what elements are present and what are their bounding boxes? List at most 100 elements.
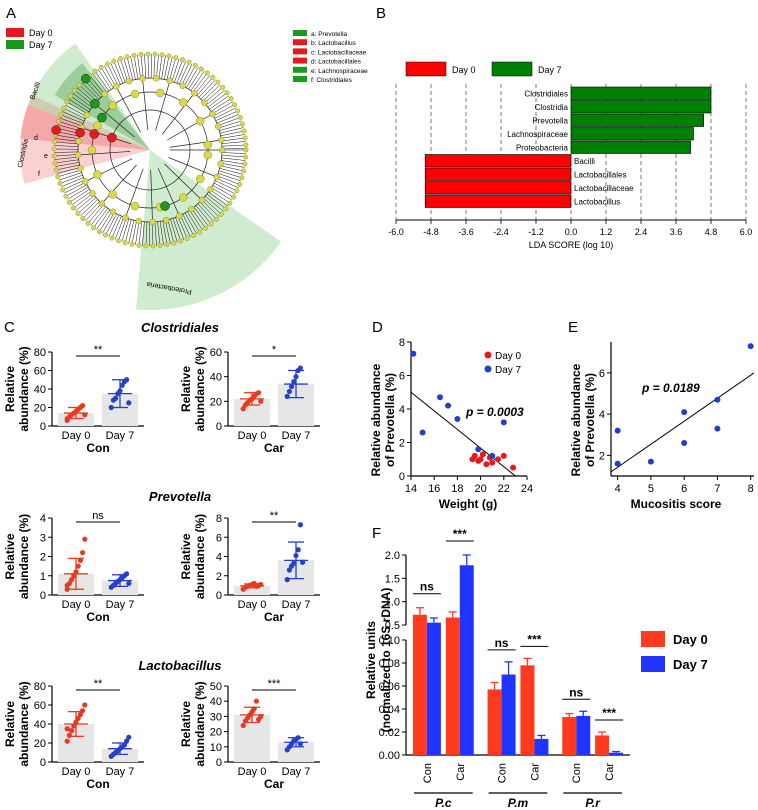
data-point bbox=[64, 417, 70, 424]
leaf-node bbox=[234, 188, 240, 194]
genus-node bbox=[135, 217, 142, 225]
data-point bbox=[258, 581, 264, 588]
dot-plot-ytick-label: 0 bbox=[40, 421, 46, 433]
mean-bar bbox=[234, 585, 270, 595]
dot-plot-ytick-label: 0 bbox=[216, 757, 222, 769]
inner-branch bbox=[125, 168, 144, 218]
data-point bbox=[126, 580, 132, 587]
leaf-branch bbox=[68, 98, 90, 112]
genus-node bbox=[89, 190, 96, 197]
dot-plot-ylabel-2: abundance (%) bbox=[193, 681, 207, 766]
leaf-node bbox=[75, 211, 81, 216]
biomarker-node bbox=[90, 98, 100, 109]
leaf-node bbox=[203, 225, 209, 231]
data-point bbox=[77, 557, 83, 563]
data-point bbox=[69, 577, 75, 583]
dot-plot-ylabel-2: abundance (%) bbox=[17, 514, 31, 599]
d-p-value: p = 0.0003 bbox=[465, 405, 524, 419]
data-point bbox=[73, 719, 79, 725]
inner-branch bbox=[150, 169, 153, 222]
leaf-branch bbox=[195, 205, 212, 225]
dot-plot-ytick-label: 4 bbox=[40, 513, 46, 525]
leaf-node bbox=[52, 160, 58, 166]
leaf-branch bbox=[144, 54, 147, 79]
lda-bar bbox=[570, 140, 691, 154]
f-bar bbox=[487, 689, 502, 755]
dot-plot-ylabel-2: abundance (%) bbox=[17, 681, 31, 766]
d-point-day7 bbox=[500, 419, 507, 426]
leaf-branch bbox=[54, 145, 79, 147]
family-node bbox=[130, 89, 140, 99]
genus-node bbox=[214, 123, 222, 130]
dot-plot-ytick-label: 0 bbox=[40, 590, 46, 602]
e-xtick-label: 4 bbox=[615, 483, 621, 495]
leaf-node bbox=[220, 84, 226, 90]
leaf-branch bbox=[63, 107, 86, 119]
leaf-branch bbox=[123, 57, 131, 81]
data-point bbox=[75, 563, 81, 569]
legend-d: Day 0 Day 7 bbox=[484, 351, 522, 376]
leaf-node bbox=[131, 52, 137, 58]
node-letter-f: f bbox=[38, 171, 40, 178]
dot-plot-xlabel: Day 0 bbox=[238, 599, 267, 611]
genus-node bbox=[201, 99, 208, 106]
leaf-branch bbox=[221, 157, 246, 161]
d-xtick-label: 22 bbox=[498, 483, 510, 495]
data-point bbox=[300, 559, 306, 565]
leaf-branch bbox=[116, 59, 126, 83]
leaf-branch bbox=[179, 62, 190, 85]
leaf-node bbox=[199, 66, 204, 72]
f-bar bbox=[426, 622, 441, 755]
leaf-node bbox=[232, 102, 238, 108]
node-letter-d: d bbox=[34, 135, 38, 142]
leaf-node bbox=[242, 135, 248, 141]
lda-tick-label: 1.2 bbox=[600, 227, 613, 237]
data-point bbox=[121, 742, 127, 748]
f-ylabel-1: Relative units bbox=[364, 621, 378, 699]
f-sig-label: *** bbox=[602, 706, 616, 720]
leaf-branch bbox=[55, 162, 80, 167]
scatter-e: 4 5 6 7 8 2 4 6 bbox=[599, 342, 755, 495]
leaf-branch bbox=[133, 55, 139, 80]
e-ylabel-2: of Prevotella (%) bbox=[583, 373, 597, 467]
dot-plot-ylabel-2: abundance (%) bbox=[193, 514, 207, 599]
key-swatch bbox=[293, 48, 307, 55]
leaf-node bbox=[80, 216, 86, 221]
data-point bbox=[80, 550, 86, 556]
d-xlabel: Weight (g) bbox=[439, 497, 497, 511]
lda-tick-label: 6.0 bbox=[740, 227, 753, 237]
lda-bar bbox=[570, 100, 712, 114]
node-letter-e: e bbox=[44, 153, 48, 160]
f-bar bbox=[412, 614, 427, 755]
dot-plot-group-label: Car bbox=[264, 610, 284, 624]
lda-tick-label: -1.2 bbox=[528, 227, 544, 237]
genus-node bbox=[188, 205, 195, 213]
family-node bbox=[130, 201, 140, 211]
f-bar bbox=[445, 617, 460, 755]
leaf-branch bbox=[201, 199, 220, 217]
leaf-branch bbox=[218, 170, 242, 178]
e-point bbox=[647, 458, 654, 465]
f-bar bbox=[534, 738, 549, 755]
legend-b-day7-label: Day 7 bbox=[538, 65, 562, 75]
leaf-branch bbox=[67, 186, 89, 200]
leaf-branch bbox=[59, 174, 83, 184]
lda-bar bbox=[570, 86, 712, 100]
leaf-branch bbox=[181, 63, 193, 86]
genus-node bbox=[218, 146, 226, 154]
leaf-branch bbox=[212, 185, 234, 198]
data-point bbox=[108, 404, 114, 411]
data-point bbox=[256, 390, 262, 396]
dot-plot-ytick-label: 40 bbox=[210, 372, 222, 384]
leaf-branch bbox=[162, 220, 168, 245]
dot-plot-ylabel-1: Relative bbox=[3, 533, 17, 579]
leaf-branch bbox=[92, 73, 107, 93]
dot-plot-ylabel-1: Relative bbox=[179, 366, 193, 412]
leaf-branch bbox=[87, 204, 104, 224]
inner-branch bbox=[81, 127, 132, 145]
leaf-branch bbox=[190, 70, 205, 91]
genus-node bbox=[83, 111, 91, 119]
panel-letter-a: A bbox=[6, 5, 16, 22]
data-point bbox=[251, 706, 257, 712]
